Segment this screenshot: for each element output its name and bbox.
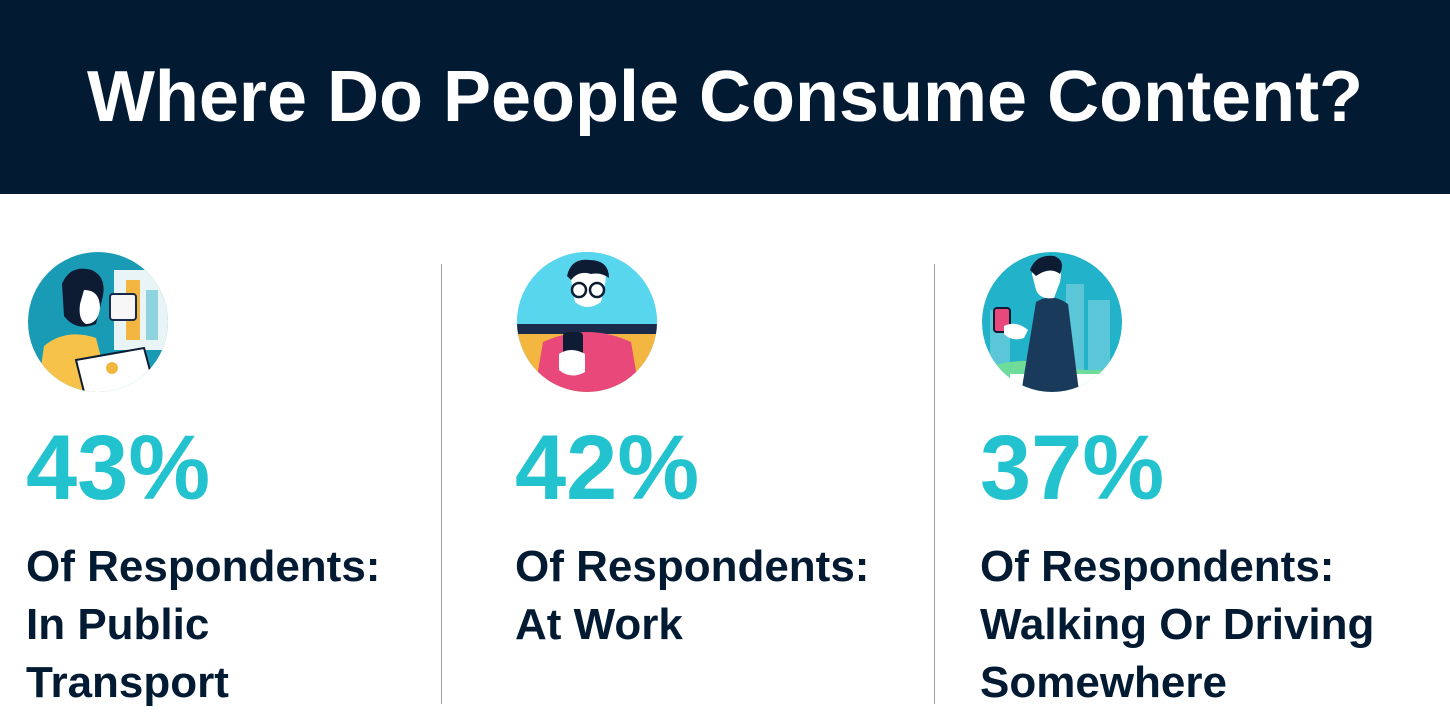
divider-1 xyxy=(441,264,442,704)
stat-line: Transport xyxy=(26,658,229,707)
stat-label: Of Respondents: xyxy=(980,542,1335,591)
stat-label: Of Respondents: xyxy=(26,542,381,591)
stat-line: At Work xyxy=(515,600,683,649)
stat-caption: Of Respondents: At Work xyxy=(515,538,935,654)
woman-with-laptop-icon xyxy=(26,250,170,394)
man-with-phone-icon xyxy=(515,250,659,394)
stat-line: Walking Or Driving xyxy=(980,600,1375,649)
stat-value: 42% xyxy=(515,417,700,519)
stat-value: 37% xyxy=(980,417,1165,519)
stat-at-work: 42% Of Respondents: At Work xyxy=(515,250,935,654)
stat-value: 43% xyxy=(26,417,211,519)
header-banner: Where Do People Consume Content? xyxy=(0,0,1450,194)
stat-public-transport: 43% Of Respondents: In Public Transport xyxy=(26,250,446,712)
divider-2 xyxy=(934,264,935,704)
stat-line: In Public xyxy=(26,600,210,649)
stat-label: Of Respondents: xyxy=(515,542,870,591)
stat-line: Somewhere xyxy=(980,658,1227,707)
stat-walking-driving: 37% Of Respondents: Walking Or Driving S… xyxy=(980,250,1400,712)
stat-caption: Of Respondents: In Public Transport xyxy=(26,538,446,712)
walking-man-with-phone-icon xyxy=(980,250,1124,394)
page-title: Where Do People Consume Content? xyxy=(86,57,1364,137)
stat-caption: Of Respondents: Walking Or Driving Somew… xyxy=(980,538,1400,712)
